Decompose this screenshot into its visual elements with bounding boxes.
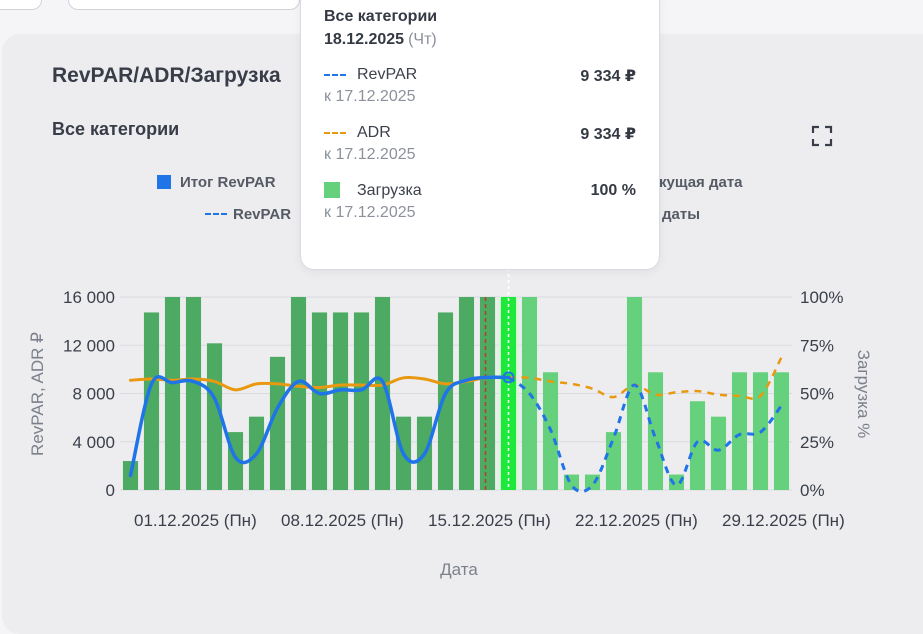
legend-swatch	[157, 174, 171, 189]
legend-label: кущая дата	[659, 174, 743, 191]
y2-tick-label: 75%	[800, 336, 834, 355]
y2-tick-label: 50%	[800, 385, 834, 404]
occupancy-bar	[479, 297, 496, 490]
x-tick-label: 01.12.2025 (Пн)	[134, 511, 257, 530]
legend-label: Итог RevPAR	[180, 174, 276, 191]
adr-dash-marker	[324, 132, 346, 134]
occupancy-bar	[311, 312, 328, 490]
tooltip-weekday: (Чт)	[408, 31, 437, 48]
tooltip-row-occupancy: Загрузка 100 % к 17.12.2025	[324, 182, 636, 226]
adr-forecast-line	[508, 356, 783, 401]
tooltip-row-value: 100 %	[590, 182, 636, 199]
occupancy-bar	[164, 297, 181, 490]
legend-label: RevPAR	[233, 206, 292, 223]
revpar-forecast-line	[507, 376, 783, 494]
fullscreen-icon[interactable]	[811, 125, 833, 147]
chart-canvas: 0 4 000 8 000 12 000 16 000 0% 25% 50% 75% 100% 01…	[28, 268, 873, 579]
y-tick-label: 8 000	[72, 385, 115, 404]
legend-item-total-revpar[interactable]: Итог RevPAR	[157, 174, 276, 191]
tooltip-row-ref: к 17.12.2025	[324, 88, 416, 105]
selected-point-marker	[502, 371, 515, 384]
occupancy-bar	[332, 312, 349, 490]
occupancy-bar	[269, 356, 286, 490]
occupancy-bar	[458, 297, 475, 490]
x-axis-title: Дата	[440, 560, 478, 579]
tooltip-date: 18.12.2025 (Чт)	[324, 31, 437, 49]
occupancy-bar	[290, 297, 307, 490]
legend-item-dates[interactable]: даты	[662, 206, 700, 223]
occupancy-bar	[143, 312, 160, 490]
occupancy-bar	[626, 297, 643, 490]
legend-item-current-date[interactable]: кущая дата	[659, 174, 743, 191]
card-title: RevPAR/ADR/Загрузка	[52, 64, 281, 87]
occupancy-bar	[605, 432, 622, 490]
category-subtitle: Все категории	[52, 119, 180, 139]
occupancy-bar	[353, 312, 370, 490]
occupancy-bar	[689, 401, 706, 490]
occupancy-bar	[500, 297, 517, 490]
legend-swatch	[205, 212, 227, 215]
revpar-line	[128, 375, 511, 478]
occupancy-bar	[647, 372, 664, 490]
tooltip-row-value: 9 334 ₽	[580, 68, 636, 85]
y-tick-label: 4 000	[72, 433, 115, 452]
tooltip-row-name: RevPAR	[357, 66, 418, 83]
occupancy-bar	[185, 297, 202, 490]
x-tick-label: 22.12.2025 (Пн)	[575, 511, 698, 530]
occupancy-bar	[773, 372, 790, 490]
y2-tick-label: 0%	[800, 481, 825, 500]
y-axis-title: RevPAR, ADR ₽	[28, 332, 47, 456]
tooltip-title: Все категории	[324, 8, 438, 25]
occupancy-bar	[668, 474, 685, 490]
tooltip-row-name: Загрузка	[357, 182, 422, 199]
y2-tick-label: 100%	[800, 288, 843, 307]
tooltip-row-value: 9 334 ₽	[580, 126, 636, 143]
y-tick-label: 0	[106, 481, 115, 500]
tooltip-row-revpar: RevPAR 9 334 ₽ к 17.12.2025	[324, 66, 636, 110]
x-tick-label: 15.12.2025 (Пн)	[428, 511, 551, 530]
adr-line	[129, 375, 510, 392]
tooltip-row-name: ADR	[357, 124, 391, 141]
tooltip-date-value: 18.12.2025	[324, 31, 405, 48]
occupancy-bar	[731, 372, 748, 490]
chart-tooltip: Все категории 18.12.2025 (Чт) RevPAR 9 33…	[300, 0, 660, 270]
tooltip-row-adr: ADR 9 334 ₽ к 17.12.2025	[324, 124, 636, 168]
revpar-dash-marker	[324, 74, 346, 76]
x-tick-label: 29.12.2025 (Пн)	[722, 511, 845, 530]
occupancy-bar	[374, 297, 391, 490]
occupancy-bar	[584, 474, 601, 490]
tooltip-row-ref: к 17.12.2025	[324, 204, 416, 221]
y2-tick-label: 25%	[800, 433, 834, 452]
occupancy-bar	[437, 312, 454, 490]
y-tick-label: 12 000	[63, 336, 115, 355]
occupancy-box-marker	[324, 182, 340, 198]
tooltip-row-ref: к 17.12.2025	[324, 146, 416, 163]
y-tick-label: 16 000	[63, 288, 115, 307]
occupancy-bar	[710, 416, 727, 490]
legend-item-revpar-forecast[interactable]: RevPAR	[205, 206, 291, 223]
legend-label: даты	[662, 206, 701, 223]
y2-axis-title: Загрузка %	[854, 350, 873, 439]
x-tick-label: 08.12.2025 (Пн)	[281, 511, 404, 530]
